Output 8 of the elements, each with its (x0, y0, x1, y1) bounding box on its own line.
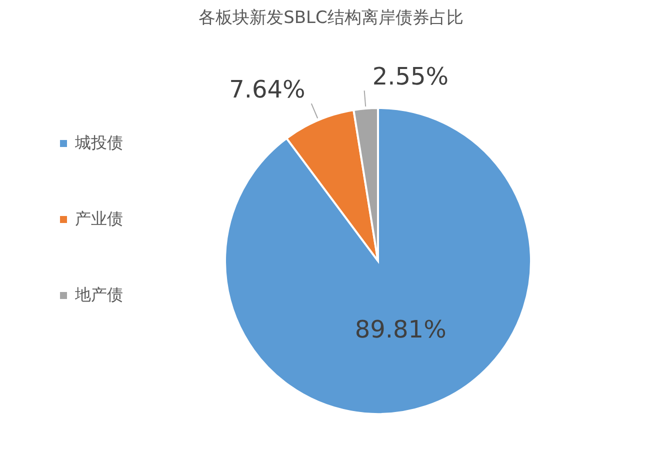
data-label: 89.81% (354, 315, 446, 344)
legend-label: 产业债 (75, 209, 123, 230)
data-label: 7.64% (229, 76, 306, 104)
data-label: 2.55% (372, 62, 449, 91)
pie-slice (224, 107, 532, 415)
legend-label: 城投债 (75, 133, 123, 154)
chart-title: 各板块新发SBLC结构离岸债券占比 (198, 7, 464, 29)
legend-label: 地产债 (75, 285, 123, 306)
